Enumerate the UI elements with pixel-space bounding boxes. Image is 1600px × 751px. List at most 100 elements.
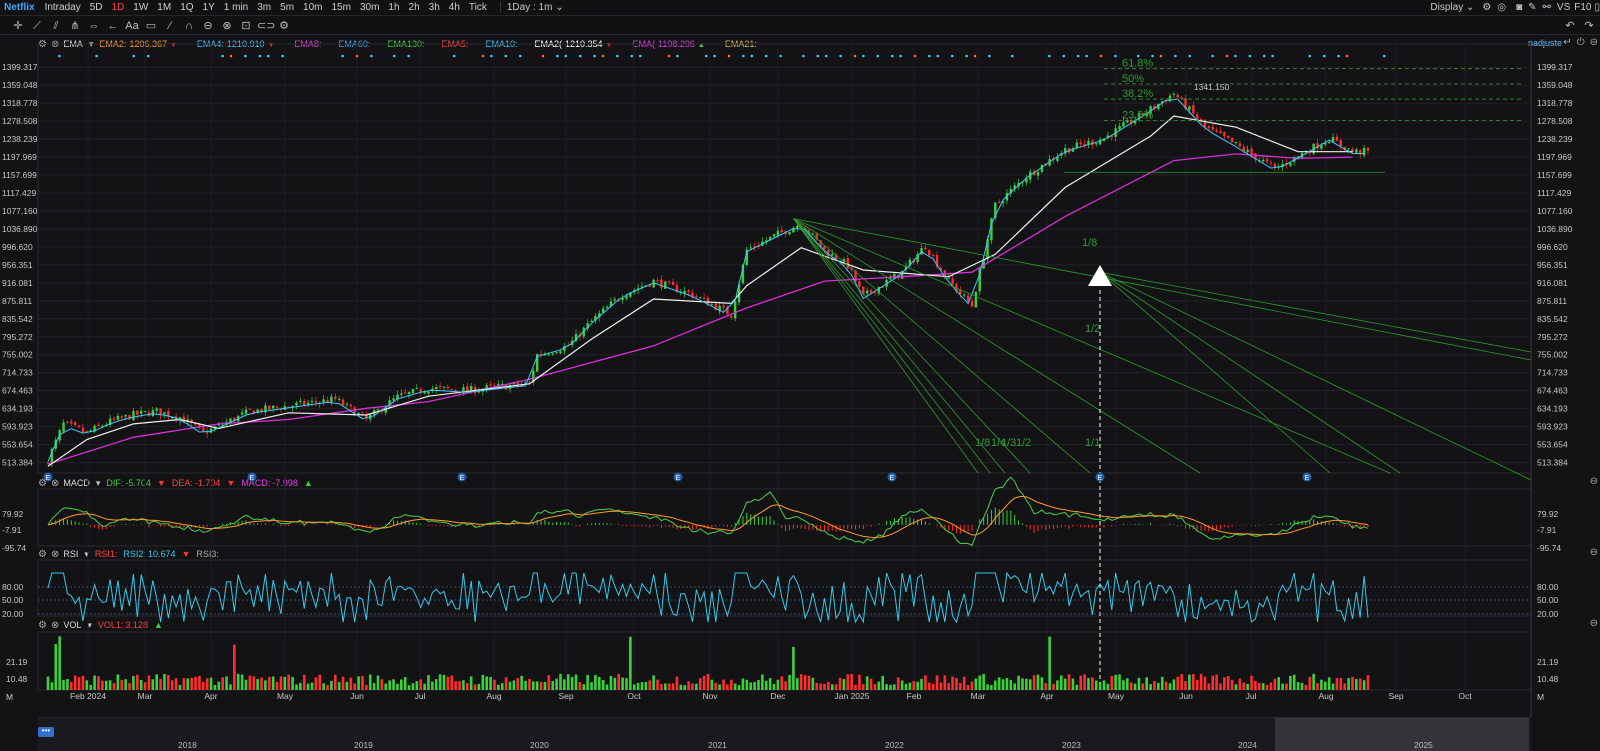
timeline-navigator[interactable]: 2018 2019 2020 2021 2022 2023 2024 2025 [38, 717, 1531, 751]
candle-body [1017, 182, 1020, 187]
macd-tick-label: -95.74 [2, 543, 26, 553]
timeframe-30m[interactable]: 30m [359, 2, 380, 13]
candle-body [877, 286, 881, 294]
volume-bar [333, 674, 337, 690]
volume-bar [116, 674, 120, 690]
display-dropdown[interactable]: Display ⌄ [1430, 2, 1475, 13]
signal-dot [950, 54, 954, 58]
chevron-down-icon[interactable]: ▾ [87, 619, 92, 630]
collapse-icon[interactable]: ↵ [1563, 37, 1572, 48]
gear-icon[interactable]: ⚙ [38, 548, 47, 560]
volume-bar [431, 681, 434, 690]
year-label: 2018 [178, 740, 197, 750]
timeframe-tick[interactable]: Tick [468, 2, 487, 13]
minus-icon[interactable]: ⊖ [1589, 547, 1598, 558]
volume-bar [1087, 678, 1090, 690]
signal-dot [1174, 54, 1177, 58]
interval-select[interactable]: 1Day : 1m ⌄ [499, 2, 564, 13]
candle-body [1195, 114, 1199, 120]
chevron-down-icon[interactable]: ▾ [95, 477, 101, 488]
timeframe-1h[interactable]: 1h [388, 2, 400, 13]
symbol-name[interactable]: Netflix [4, 2, 35, 13]
volume-bar [1059, 675, 1063, 690]
text-icon[interactable]: Aa [125, 19, 139, 32]
candle-body [601, 308, 605, 313]
crosshair-icon[interactable]: ✛ [13, 19, 23, 32]
signal-dot [1076, 54, 1080, 58]
close-icon[interactable]: ⊗ [50, 548, 60, 560]
timeframe-1q[interactable]: 1Q [180, 2, 194, 13]
eye-icon[interactable]: ⊗ [222, 19, 232, 32]
signal-dot [370, 54, 373, 58]
minus-icon[interactable]: ⊖ [1589, 618, 1598, 629]
gear-icon[interactable]: ⚙ [38, 619, 47, 631]
zoom-icon[interactable]: ⊡ [241, 19, 251, 32]
line-icon[interactable]: ⟋ [33, 19, 41, 32]
volume-bar [582, 684, 586, 690]
timeframe-5m[interactable]: 5m [280, 2, 295, 13]
timeframe-5d[interactable]: 5D [89, 2, 103, 13]
camera-icon[interactable]: ◙ [1516, 2, 1523, 13]
link-icon[interactable]: ⊂⊃ [257, 19, 276, 32]
timeframe-10m[interactable]: 10m [303, 2, 323, 13]
candle-body [1238, 143, 1242, 147]
candle-body [446, 386, 450, 389]
window-icon[interactable]: ▯ [1594, 2, 1600, 13]
close-icon[interactable]: ⊗ [50, 619, 60, 631]
year-label: 2025 [1414, 740, 1433, 750]
power-icon[interactable]: ⏻ [1576, 37, 1585, 48]
timeframe-intraday[interactable]: Intraday [44, 2, 81, 13]
volume-bar [132, 675, 135, 690]
f10-button[interactable]: F10 [1574, 2, 1592, 13]
candle-body [454, 390, 457, 392]
timeframe-1-min[interactable]: 1 min [223, 2, 249, 13]
candle-body [1040, 164, 1044, 172]
timeframe-3h[interactable]: 3h [428, 2, 440, 13]
measure-icon[interactable]: ⇔ [88, 19, 100, 32]
brush-icon[interactable]: ∕ [169, 19, 171, 32]
timeframe-4h[interactable]: 4h [448, 2, 460, 13]
candle-body [194, 423, 197, 425]
timeframe-1w[interactable]: 1W [133, 2, 149, 13]
gear-icon[interactable]: ⚙ [38, 477, 47, 489]
more-button[interactable]: ••• [38, 727, 54, 737]
price-tick-label: 714.733 [1537, 368, 1568, 378]
pen-icon[interactable]: ✎ [1528, 2, 1537, 13]
close-icon[interactable]: ⊗ [50, 477, 60, 489]
refresh-icon[interactable]: ◎ [1497, 2, 1507, 13]
channel-icon[interactable]: ⫽ [53, 19, 59, 32]
minus-icon[interactable]: ⊖ [1589, 37, 1598, 48]
timeframe-15m[interactable]: 15m [331, 2, 351, 13]
volume-bar [865, 676, 869, 690]
minus-icon[interactable]: ⊖ [1589, 476, 1598, 487]
timeframe-3m[interactable]: 3m [257, 2, 272, 13]
volume-bar [1304, 685, 1308, 690]
volume-bar [209, 677, 213, 690]
timeframe-1m[interactable]: 1M [157, 2, 172, 13]
volume-bar [939, 682, 943, 690]
volume-bar [531, 681, 535, 690]
compare-button[interactable]: VS [1556, 2, 1571, 13]
link-icon[interactable]: ⚯ [1542, 2, 1551, 13]
candle-body [132, 411, 135, 421]
timeframe-1y[interactable]: 1Y [202, 2, 215, 13]
undo-icon[interactable]: ↶ [1565, 19, 1575, 32]
chevron-down-icon[interactable]: ▾ [84, 548, 89, 559]
redo-icon[interactable]: ↷ [1584, 19, 1594, 32]
arrow-icon[interactable]: ← [107, 19, 119, 32]
settings-icon[interactable]: ⚙ [1482, 2, 1492, 13]
timeframe-2h[interactable]: 2h [408, 2, 420, 13]
signal-dot [890, 54, 894, 58]
candle-body [1161, 101, 1164, 104]
volume-bar [594, 675, 597, 690]
price-tick-label: 996.620 [2, 242, 33, 252]
lock-icon[interactable]: ⊖ [203, 19, 213, 32]
note-icon[interactable]: ▭ [145, 19, 157, 32]
magnet-icon[interactable]: ∩ [185, 19, 193, 32]
navigator-handle[interactable] [1275, 718, 1529, 751]
timeframe-1d[interactable]: 1D [111, 2, 125, 13]
settings-icon[interactable]: ⚙ [279, 19, 289, 32]
volume-bar [93, 675, 96, 690]
fork-icon[interactable]: ⋔ [70, 19, 80, 32]
